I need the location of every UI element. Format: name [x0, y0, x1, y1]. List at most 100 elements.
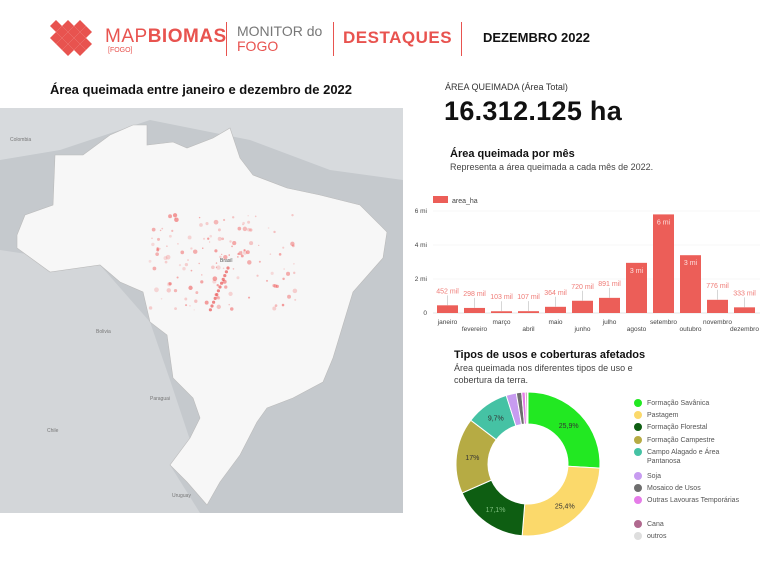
x-tick-label: janeiro [437, 319, 458, 326]
x-tick-label: maio [548, 319, 562, 326]
burn-spot [198, 262, 200, 265]
legend-item[interactable]: Campo Alagado e Área Pantanosa [634, 447, 747, 466]
burn-spot [228, 291, 233, 297]
burn-spot [286, 271, 291, 276]
x-tick-label: fevereiro [462, 326, 488, 333]
burn-spot [291, 214, 294, 217]
logo-text-map: MAP [105, 26, 148, 47]
burn-spot [148, 306, 153, 310]
slice-outros[interactable] [526, 391, 529, 425]
burn-spot [210, 304, 214, 308]
burn-spot [160, 297, 163, 300]
legend-dot-icon [634, 423, 642, 432]
bar-janeiro[interactable] [437, 305, 458, 313]
burn-spot [178, 263, 182, 267]
map-label: Colombia [10, 137, 31, 143]
legend-dot-icon [634, 496, 642, 505]
burn-spot [205, 222, 209, 226]
bar-fevereiro[interactable] [464, 307, 485, 313]
bar-setembro[interactable] [653, 214, 674, 313]
burn-spot [190, 247, 193, 250]
burn-spot [292, 288, 298, 294]
bar-junho[interactable] [572, 300, 593, 313]
burn-spot [168, 234, 172, 238]
monitor-line1: MONITOR do [237, 23, 323, 39]
legend-item[interactable]: Formação Florestal [634, 423, 747, 432]
burn-spot [270, 271, 274, 275]
burn-spot [192, 249, 198, 254]
period-label: DEZEMBRO 2022 [483, 30, 590, 45]
y-tick-label: 4 mi [415, 242, 427, 249]
burn-spot [278, 253, 282, 256]
legend-item[interactable]: Outras Lavouras Temporárias [634, 496, 747, 505]
data-label: 298 mil [463, 291, 486, 298]
legend-item[interactable]: Cana [634, 520, 747, 529]
legend-item[interactable]: Formação Savânica [634, 399, 747, 408]
neighbor-land [0, 108, 403, 180]
monthly-subtitle: Representa a área queimada a cada mês de… [450, 162, 654, 172]
burn-spot [166, 245, 168, 247]
neighbor-land [0, 250, 200, 513]
slice-pastagem[interactable] [521, 465, 601, 537]
burn-spot [195, 291, 199, 295]
burn-spot [152, 266, 157, 271]
legend-item[interactable]: Formação Campestre [634, 435, 747, 445]
bar-agosto[interactable] [626, 262, 647, 313]
burn-spot [221, 277, 225, 281]
legend-item[interactable]: Soja [634, 471, 747, 481]
burn-spot [208, 308, 212, 312]
burn-spot [209, 234, 213, 238]
burn-spot [223, 274, 227, 278]
burn-spot [204, 300, 209, 305]
data-label: 891 mil [598, 281, 621, 288]
data-label: 3 mi [630, 268, 644, 275]
bar-março[interactable] [491, 311, 512, 313]
burn-spot [282, 246, 285, 249]
burn-spot [151, 242, 155, 247]
burn-spot [247, 260, 252, 265]
burned-area-map[interactable]: Brasil Bolivia Paraguai Chile Uruguay Co… [0, 108, 403, 513]
burn-spot [283, 268, 285, 270]
bar-novembro[interactable] [707, 299, 728, 313]
burn-spot [240, 254, 244, 258]
burn-spot [202, 247, 204, 249]
data-label: 452 mil [436, 288, 459, 295]
burn-spot [177, 243, 179, 245]
burn-spot [216, 283, 219, 287]
burn-spot [216, 265, 221, 270]
bar-abril[interactable] [518, 311, 539, 313]
burn-spot [161, 227, 164, 230]
legend-dot-icon [634, 471, 642, 480]
legend-item[interactable]: Mosaico de Usos [634, 484, 747, 493]
y-tick-label: 0 [423, 310, 427, 317]
burn-spot [168, 214, 173, 219]
legend-dot-icon [634, 435, 642, 444]
burn-spot [187, 259, 189, 261]
burn-spot [211, 265, 215, 270]
burn-spot [156, 247, 159, 250]
burn-spot [187, 235, 192, 240]
burn-spot [273, 284, 278, 288]
monthly-title: Área queimada por mês [450, 148, 575, 160]
bar-julho[interactable] [599, 297, 620, 313]
burn-spot [232, 241, 237, 246]
monitor-title: MONITOR do FOGO [237, 24, 322, 54]
bar-dezembro[interactable] [734, 307, 755, 313]
burn-spot [157, 237, 161, 241]
legend-dot-icon [634, 399, 642, 407]
data-label: 776 mil [706, 283, 729, 290]
bar-maio[interactable] [545, 306, 566, 313]
burn-spot [154, 287, 159, 293]
burn-spot [213, 219, 219, 225]
slice-label: 25,4% [555, 504, 575, 511]
burn-spot [243, 249, 246, 252]
divider [226, 22, 227, 56]
burn-spot [217, 228, 221, 232]
legend-item[interactable]: Pastagem [634, 411, 747, 420]
monitor-line2: FOGO [237, 38, 279, 54]
burn-spot [173, 288, 178, 293]
legend-item[interactable]: outros [634, 532, 747, 541]
burn-spot [230, 307, 234, 311]
bar-outubro[interactable] [680, 255, 701, 313]
legend-label: Cana [647, 521, 664, 529]
